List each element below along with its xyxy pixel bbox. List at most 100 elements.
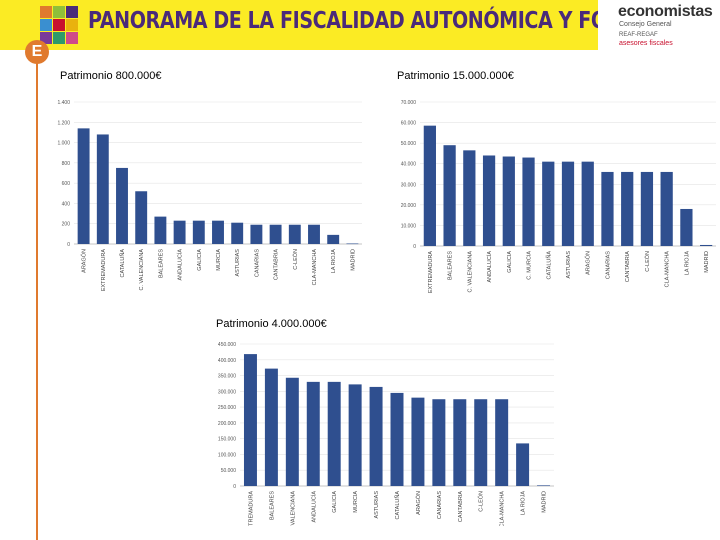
x-tick-label: CLA-MANCHA [665,251,671,288]
y-tick-label: 600 [62,181,71,187]
bar [390,392,404,486]
bar [443,145,456,246]
y-tick-label: 40.000 [401,162,417,168]
x-tick-label: C. VALENCIANA [139,249,145,291]
bar [621,171,634,246]
bar [212,220,224,244]
x-tick-label: CATALUÑA [545,251,552,280]
x-tick-label: EXTREMADURA [248,491,254,526]
y-tick-label: 200.000 [218,421,236,427]
y-tick-label: 50.000 [221,468,237,474]
bar [96,134,109,244]
bar [495,399,509,486]
y-tick-label: 50.000 [401,141,417,147]
x-tick-label: ANDALUCÍA [177,249,184,281]
y-tick-label: 30.000 [401,182,417,188]
bar [264,368,278,486]
x-tick-label: LA RIOJA [521,491,527,515]
y-tick-label: 800 [62,161,71,167]
x-tick-label: ANDALUCÍA [486,251,493,283]
x-tick-label: BALEARES [448,251,454,280]
bar [680,208,693,246]
x-tick-label: GALICIA [197,249,203,271]
chart-title-800k: Patrimonio 800.000€ [60,70,162,82]
x-tick-label: CANARIAS [437,491,443,519]
y-tick-label: 350.000 [218,374,236,380]
x-tick-label: ASTURIAS [374,491,380,519]
x-tick-label: C-LEÓN [292,249,299,270]
chart-patrimonio-800k: 0 200 400 600 800 1.000 1.200 1.400 ARAGÓN EXTREM… [57,100,362,292]
x-tick-label: C. VALENCIANA [290,491,296,526]
brand-name: economistas [618,3,713,20]
y-tick-label: 1.400 [57,100,70,106]
x-tick-label: C. VALENCIANA [467,251,473,293]
bar [116,167,128,244]
x-tick-label: CANARIAS [605,251,611,279]
bar [346,243,359,245]
bar [474,399,488,486]
bar [192,220,205,244]
bar [502,156,515,246]
y-tick-label: 450.000 [218,342,236,348]
x-tick-label: CANTABRIA [625,251,631,282]
bar [700,244,713,246]
bar [306,381,320,486]
bar [640,171,654,246]
cube-logo-icon [40,6,78,44]
x-tick-label: ARAGÓN [415,491,422,515]
bar [432,399,446,486]
bar [411,397,425,486]
x-tick-label: CANARIAS [254,249,260,277]
x-tick-label: BALEARES [269,491,275,520]
bar [348,384,362,486]
y-tick-label: 1.000 [57,141,70,147]
bar [327,234,340,244]
bar [77,128,90,244]
y-tick-label: 0 [67,242,70,248]
chart-patrimonio-4m: 0 50.000 100.000 150.000 200.000 250.000 300.0… [218,342,554,526]
y-tick-label: 100.000 [218,452,236,458]
y-tick-label: 1.200 [57,120,70,126]
bar [243,354,257,486]
y-tick-label: 0 [413,244,416,250]
x-tick-label: CANTABRIA [274,249,280,280]
y-tick-label: 150.000 [218,437,236,443]
bar [231,222,244,244]
y-tick-label: 10.000 [401,223,417,229]
chart-title-4m: Patrimonio 4.000.000€ [216,318,327,330]
y-tick-label: 20.000 [401,203,417,209]
bar [581,161,594,246]
y-tick-label: 200 [62,222,71,228]
brand-subtitle: Consejo General [619,21,672,28]
bar [482,155,496,246]
x-tick-label: ANDALUCÍA [310,491,317,523]
bar [250,224,263,244]
x-tick-label: ARAGÓN [81,249,88,273]
bar [453,399,467,486]
chart-patrimonio-15m: 0 10.000 20.000 30.000 40.000 50.000 60.000 70.… [401,100,716,293]
bar [542,161,555,246]
bar [269,224,282,244]
brand-tagline: asesores fiscales [619,40,673,47]
x-tick-label: CANTABRIA [458,491,464,522]
x-tick-label: EXTREMADURA [101,249,107,292]
x-tick-label: BALEARES [158,249,164,278]
bar [423,125,436,246]
x-tick-label: ARAGÓN [585,251,592,275]
y-tick-label: 0 [233,484,236,490]
bar [660,171,673,246]
x-tick-label: C-LEÓN [478,491,485,512]
bar [516,443,530,486]
bar [369,386,383,486]
x-tick-label: CATALUÑA [394,491,401,520]
x-tick-label: MURCIA [353,491,359,513]
x-tick-label: CLA-MANCHA [500,491,506,526]
x-tick-label: MADRID [542,491,548,513]
x-tick-label: GALICIA [507,251,513,273]
x-tick-label: C. MURCIA [527,251,533,280]
x-tick-label: LA RIOJA [331,249,337,273]
x-tick-label: ASTURIAS [566,251,572,279]
bar [135,191,148,244]
bar [173,220,186,244]
e-badge-icon: E [25,40,49,64]
